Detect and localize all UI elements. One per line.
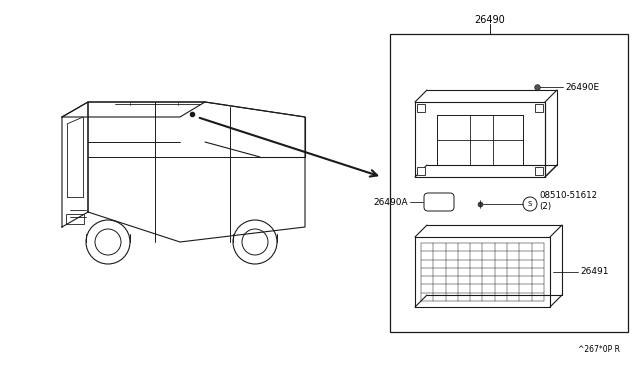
Text: 26491: 26491 — [580, 267, 609, 276]
FancyBboxPatch shape — [424, 193, 454, 211]
Text: 26490E: 26490E — [565, 83, 599, 92]
Bar — [417, 104, 425, 112]
Text: ^267*0P R: ^267*0P R — [578, 345, 620, 354]
Bar — [535, 104, 543, 112]
Text: 26490: 26490 — [475, 15, 506, 25]
Bar — [535, 167, 543, 175]
Text: 26490A: 26490A — [373, 198, 408, 206]
Bar — [417, 167, 425, 175]
Bar — [66, 214, 84, 224]
Bar — [390, 34, 628, 332]
Text: 08510-51612
(2): 08510-51612 (2) — [539, 191, 597, 211]
Text: S: S — [528, 201, 532, 207]
